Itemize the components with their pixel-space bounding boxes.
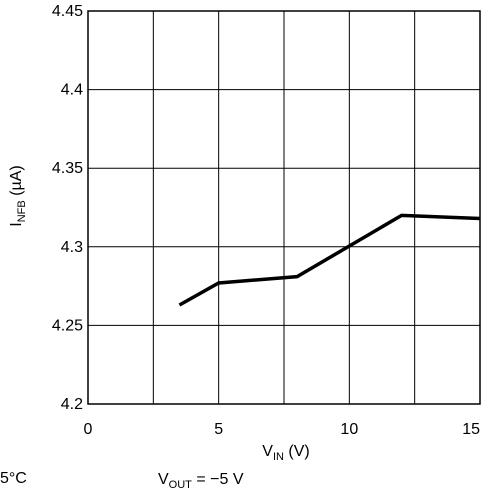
y-tick-label: 4.35 [52, 160, 83, 177]
annotation-vout: VOUT = −5 V [158, 471, 244, 491]
x-tick-label: 15 [462, 421, 480, 438]
y-tick-label: 4.2 [61, 396, 83, 413]
plot-frame [87, 10, 481, 405]
grid [87, 10, 481, 405]
x-tick-label: 0 [84, 421, 93, 438]
x-axis-label: VIN (V) [262, 443, 309, 463]
y-tick-label: 4.45 [52, 3, 83, 20]
y-tick-label: 4.25 [52, 317, 83, 334]
series-line-inf-b [178, 213, 481, 307]
y-axis-label: INFB (µA) [8, 165, 28, 226]
x-tick-labels: 0 5 10 15 [84, 421, 481, 438]
y-tick-labels: 4.2 4.25 4.3 4.35 4.4 4.45 [52, 3, 83, 413]
y-tick-label: 4.3 [61, 239, 83, 256]
x-tick-label: 10 [340, 421, 358, 438]
y-tick-label: 4.4 [61, 82, 83, 99]
annotation-temperature-partial: 5°C [0, 470, 27, 487]
x-tick-label: 5 [214, 421, 223, 438]
